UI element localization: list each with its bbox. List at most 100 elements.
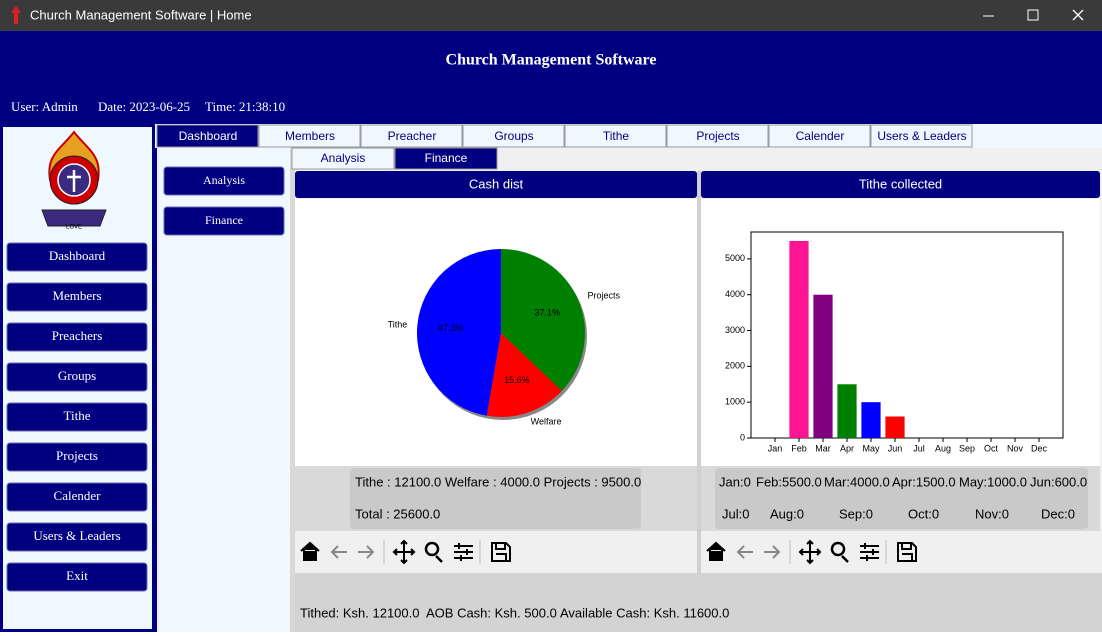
sidebar-button[interactable] (6, 482, 148, 512)
tab-label: Users & Leaders (877, 129, 966, 143)
status-text: Tithed: Ksh. 12100.0 (300, 605, 420, 620)
subnav-button[interactable] (163, 166, 285, 196)
month-total: Apr:1500.0 (892, 474, 956, 489)
status-bar (295, 573, 1102, 632)
month-total: Jun:600.0 (1030, 474, 1087, 489)
tab[interactable] (360, 124, 463, 148)
divider (697, 171, 701, 573)
sidebar-button[interactable] (6, 562, 148, 592)
forward-button[interactable] (764, 545, 781, 559)
sidebar-button[interactable] (6, 442, 148, 472)
y-tick-label: 3000 (725, 325, 745, 335)
chart-header (295, 171, 697, 198)
pie-wedge (416, 249, 501, 416)
month-total: Feb:5500.0 (756, 474, 822, 489)
x-tick-label: Aug (935, 443, 951, 453)
month-total: Dec:0 (1041, 506, 1075, 521)
subtab[interactable] (394, 147, 498, 170)
zoom-button[interactable] (830, 541, 849, 563)
sidebar-button-label: Groups (58, 368, 96, 383)
y-tick-label: 1000 (725, 397, 745, 407)
tab[interactable] (462, 124, 565, 148)
subtab[interactable] (291, 147, 395, 170)
header-title: Church Management Software (446, 52, 657, 69)
pie-value-label: 37.1% (535, 308, 561, 318)
sidebar-button[interactable] (6, 282, 148, 312)
forward-button[interactable] (358, 545, 375, 559)
pie-value-label: 47.3% (438, 323, 464, 333)
tab-label: Preacher (388, 129, 437, 143)
date-label: Date: 2023-06-25 (98, 99, 190, 114)
y-tick-label: 0 (740, 432, 745, 442)
pie-wedge (501, 249, 585, 391)
configure-button[interactable] (860, 543, 879, 561)
x-tick-label: Sep (959, 443, 975, 453)
tab[interactable] (870, 124, 973, 148)
cash-total: Total : 25600.0 (355, 506, 440, 521)
status-text: AOB Cash: Ksh. 500.0 (426, 605, 557, 620)
bar (813, 294, 833, 438)
sidebar-button[interactable] (6, 402, 148, 432)
tab[interactable] (156, 124, 259, 148)
tab-label: Projects (696, 129, 739, 143)
cash-summary-box (350, 468, 641, 529)
sidebar-button-label: Members (52, 288, 101, 303)
tab[interactable] (768, 124, 871, 148)
tab-label: Calender (796, 129, 845, 143)
sidebar-button-label: Projects (56, 448, 98, 463)
pie-category-label: Welfare (531, 417, 562, 427)
sidebar-button-label: Tithe (64, 408, 91, 423)
tab-label: Tithe (603, 129, 630, 143)
back-button[interactable] (330, 545, 347, 559)
plot-toolbar (706, 539, 917, 565)
pan-button[interactable] (392, 539, 416, 565)
x-tick-label: Jul (913, 443, 925, 453)
back-button[interactable] (736, 545, 753, 559)
pie-wedge (486, 333, 562, 417)
pie-category-label: Projects (587, 290, 620, 300)
subnav-button-label: Finance (205, 213, 243, 227)
sidebar-button-label: Dashboard (49, 248, 106, 263)
tab[interactable] (258, 124, 361, 148)
divider (290, 148, 295, 632)
y-tick-label: 5000 (725, 253, 745, 263)
subtab-label: Analysis (321, 151, 366, 165)
sidebar-button-label: Preachers (52, 328, 103, 343)
sidebar-button[interactable] (6, 522, 148, 552)
pan-button[interactable] (798, 539, 822, 565)
bar (837, 384, 857, 438)
home-button[interactable] (300, 541, 320, 561)
sidebar-button[interactable] (6, 362, 148, 392)
maximize-button[interactable] (1027, 9, 1039, 21)
home-button[interactable] (706, 541, 726, 561)
pie-value-label: 15.6% (504, 375, 530, 385)
save-button[interactable] (897, 542, 917, 562)
sidebar-button[interactable] (6, 242, 148, 272)
title-bar (0, 0, 1102, 31)
subnav-button-label: Analysis (203, 173, 245, 187)
close-button[interactable] (1072, 9, 1084, 21)
subnav-button[interactable] (163, 206, 285, 236)
sidebar-button[interactable] (6, 322, 148, 352)
sidebar-button-label: Calender (54, 488, 102, 503)
tab-label: Groups (494, 129, 533, 143)
month-total: Oct:0 (908, 506, 939, 521)
logo-motto: LOVE (66, 225, 82, 231)
tab-label: Dashboard (179, 129, 238, 143)
chart-title: Tithe collected (859, 176, 942, 191)
save-button[interactable] (491, 542, 511, 562)
tab[interactable] (564, 124, 667, 148)
configure-button[interactable] (454, 543, 473, 561)
x-tick-label: Apr (840, 443, 854, 453)
tab-label: Members (285, 129, 335, 143)
plot-frame (750, 231, 1064, 439)
tithe-summary-box (715, 468, 1088, 529)
x-tick-label: Jun (888, 443, 903, 453)
x-tick-label: Jan (768, 443, 783, 453)
y-tick-label: 4000 (725, 289, 745, 299)
bar (861, 402, 881, 438)
bar (789, 240, 809, 438)
zoom-button[interactable] (424, 541, 443, 563)
tab[interactable] (666, 124, 769, 148)
